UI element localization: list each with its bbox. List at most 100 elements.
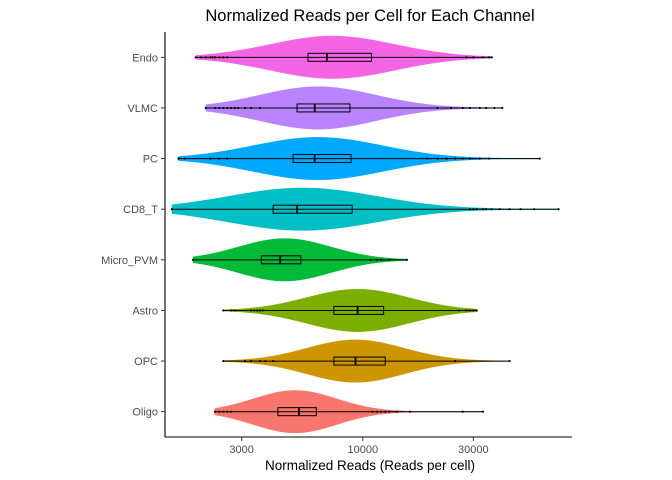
- outlier-point: [258, 359, 262, 363]
- outlier-point: [453, 157, 457, 160]
- outlier-point: [209, 157, 212, 160]
- outlier-point: [472, 56, 475, 59]
- outlier-point: [375, 410, 378, 413]
- box-pc: [292, 154, 352, 164]
- outlier-point: [218, 410, 221, 413]
- outlier-point: [457, 309, 461, 312]
- outlier-point: [226, 56, 229, 59]
- outlier-point: [468, 157, 472, 160]
- outlier-point: [253, 309, 256, 312]
- box-oligo: [277, 407, 317, 417]
- outlier-point: [371, 410, 374, 413]
- outlier-point: [445, 157, 448, 160]
- outlier-point: [468, 208, 472, 211]
- outlier-point: [468, 106, 472, 110]
- outlier-point: [468, 309, 472, 312]
- outlier-point: [229, 309, 233, 312]
- y-tick-label-oligo: Oligo: [132, 407, 158, 419]
- x-tick-label: 10000: [348, 444, 379, 456]
- y-tick-label-micro-pvm: Micro_PVM: [101, 255, 158, 267]
- violin-group-oligo: [213, 390, 485, 434]
- outlier-point: [405, 258, 408, 261]
- outlier-point: [487, 157, 490, 160]
- outlier-point: [250, 309, 253, 312]
- outlier-point: [465, 309, 468, 312]
- outlier-point: [478, 157, 481, 160]
- outlier-point: [408, 410, 412, 413]
- outlier-point: [170, 208, 174, 211]
- outlier-point: [487, 56, 490, 59]
- outlier-point: [478, 106, 481, 110]
- violin-group-astro: [222, 288, 478, 332]
- outlier-point: [264, 359, 267, 363]
- outlier-point: [258, 106, 262, 110]
- violin-group-cd8-t: [170, 187, 560, 231]
- outlier-point: [226, 157, 229, 160]
- box-astro: [333, 305, 385, 315]
- x-axis-label: Normalized Reads (Reads per cell): [265, 458, 475, 473]
- violin-group-pc: [177, 137, 541, 181]
- x-tick-label: 3000: [229, 444, 253, 456]
- y-tick-label-opc: OPC: [134, 356, 158, 368]
- x-axis-ticks: 3000 10000 30000: [229, 437, 489, 456]
- outlier-point: [475, 208, 478, 211]
- outlier-point: [533, 208, 536, 211]
- outlier-point: [380, 258, 383, 261]
- outlier-point: [481, 56, 485, 59]
- outlier-point: [475, 309, 478, 312]
- outlier-point: [472, 208, 475, 211]
- violin-group-opc: [222, 339, 511, 383]
- outlier-point: [213, 410, 217, 413]
- outlier-point: [426, 157, 429, 160]
- outlier-point: [209, 56, 212, 59]
- y-tick-label-pc: PC: [143, 154, 158, 166]
- violin-group-micro-pvm: [191, 238, 408, 282]
- box-micro-pvm: [260, 255, 302, 265]
- outlier-point: [490, 208, 493, 211]
- outlier-point: [388, 258, 391, 261]
- box-cd8-t: [272, 204, 353, 214]
- outlier-point: [384, 410, 387, 413]
- outlier-point: [557, 208, 560, 211]
- outlier-point: [508, 208, 511, 211]
- outlier-point: [395, 410, 398, 413]
- outlier-point: [484, 106, 488, 110]
- outlier-point: [436, 106, 439, 110]
- outlier-point: [204, 56, 207, 59]
- outlier-point: [243, 359, 247, 363]
- violin-group-vlmc: [204, 86, 504, 130]
- outlier-point: [204, 106, 207, 110]
- outlier-point: [177, 157, 180, 160]
- outlier-point: [256, 309, 259, 312]
- outlier-point: [501, 106, 504, 110]
- outlier-point: [484, 208, 488, 211]
- outlier-point: [243, 106, 247, 110]
- outlier-point: [493, 106, 496, 110]
- outlier-point: [481, 410, 485, 413]
- outlier-point: [222, 106, 225, 110]
- outlier-point: [481, 208, 485, 211]
- outlier-point: [498, 208, 501, 211]
- outlier-point: [194, 56, 197, 59]
- outlier-point: [237, 106, 240, 110]
- box-vlmc: [296, 103, 351, 113]
- outlier-point: [369, 258, 372, 261]
- chart-title: Normalized Reads per Cell for Each Chann…: [205, 7, 534, 25]
- outlier-point: [261, 309, 264, 312]
- y-tick-label-endo: Endo: [132, 52, 158, 64]
- box-endo: [307, 52, 372, 62]
- outlier-point: [229, 410, 233, 413]
- outlier-point: [183, 157, 186, 160]
- outlier-point: [250, 106, 253, 110]
- outlier-point: [213, 106, 217, 110]
- plot-area: [170, 35, 560, 434]
- outlier-point: [218, 106, 221, 110]
- y-tick-label-cd8-t: CD8_T: [123, 204, 158, 216]
- violin-group-endo: [194, 35, 493, 79]
- outlier-point: [250, 359, 253, 363]
- outlier-point: [436, 157, 439, 160]
- x-tick-label: 30000: [458, 444, 489, 456]
- outlier-point: [461, 106, 464, 110]
- outlier-point: [211, 56, 214, 59]
